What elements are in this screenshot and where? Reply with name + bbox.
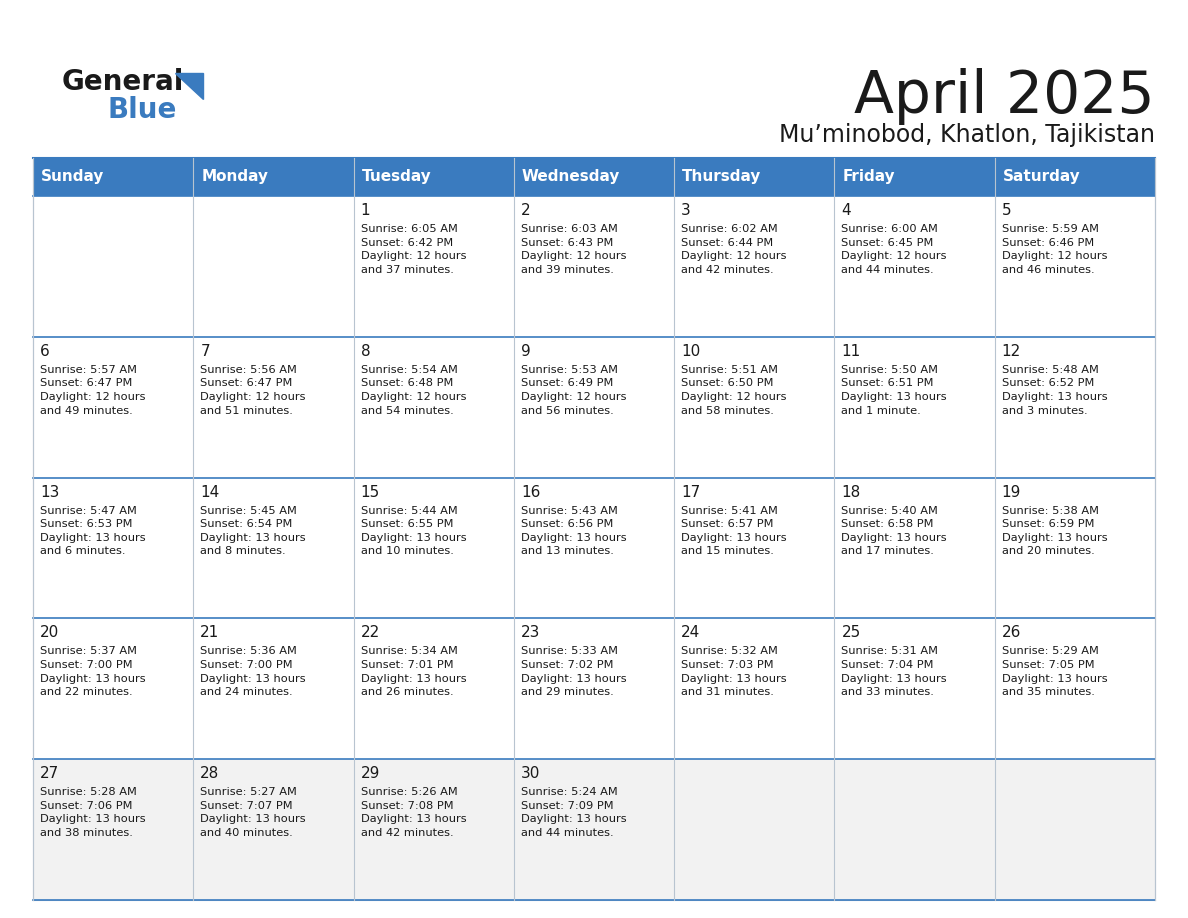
Text: 23: 23 (520, 625, 541, 641)
Text: Monday: Monday (201, 170, 268, 185)
Text: 22: 22 (361, 625, 380, 641)
Bar (994, 158, 1155, 196)
Text: Sunrise: 5:50 AM
Sunset: 6:51 PM
Daylight: 13 hours
and 1 minute.: Sunrise: 5:50 AM Sunset: 6:51 PM Dayligh… (841, 364, 947, 416)
Text: Sunrise: 6:02 AM
Sunset: 6:44 PM
Daylight: 12 hours
and 42 minutes.: Sunrise: 6:02 AM Sunset: 6:44 PM Dayligh… (681, 224, 786, 274)
Text: Mu’minobod, Khatlon, Tajikistan: Mu’minobod, Khatlon, Tajikistan (779, 123, 1155, 147)
Text: Sunrise: 5:26 AM
Sunset: 7:08 PM
Daylight: 13 hours
and 42 minutes.: Sunrise: 5:26 AM Sunset: 7:08 PM Dayligh… (361, 788, 466, 838)
Text: Sunrise: 5:27 AM
Sunset: 7:07 PM
Daylight: 13 hours
and 40 minutes.: Sunrise: 5:27 AM Sunset: 7:07 PM Dayligh… (201, 788, 307, 838)
Text: 2: 2 (520, 203, 531, 218)
Text: Sunrise: 5:29 AM
Sunset: 7:05 PM
Daylight: 13 hours
and 35 minutes.: Sunrise: 5:29 AM Sunset: 7:05 PM Dayligh… (1001, 646, 1107, 697)
Text: Sunrise: 5:45 AM
Sunset: 6:54 PM
Daylight: 13 hours
and 8 minutes.: Sunrise: 5:45 AM Sunset: 6:54 PM Dayligh… (201, 506, 307, 556)
Text: 15: 15 (361, 485, 380, 499)
Text: 27: 27 (40, 767, 59, 781)
Text: 9: 9 (520, 344, 531, 359)
Text: 3: 3 (681, 203, 691, 218)
Text: 5: 5 (1001, 203, 1011, 218)
Text: 26: 26 (1001, 625, 1022, 641)
Text: April 2025: April 2025 (854, 68, 1155, 125)
Text: Sunrise: 5:28 AM
Sunset: 7:06 PM
Daylight: 13 hours
and 38 minutes.: Sunrise: 5:28 AM Sunset: 7:06 PM Dayligh… (40, 788, 146, 838)
Text: 8: 8 (361, 344, 371, 359)
Text: Sunrise: 5:32 AM
Sunset: 7:03 PM
Daylight: 13 hours
and 31 minutes.: Sunrise: 5:32 AM Sunset: 7:03 PM Dayligh… (681, 646, 786, 697)
Bar (33, 477, 1155, 619)
Text: Sunrise: 5:47 AM
Sunset: 6:53 PM
Daylight: 13 hours
and 6 minutes.: Sunrise: 5:47 AM Sunset: 6:53 PM Dayligh… (40, 506, 146, 556)
Text: Sunrise: 5:40 AM
Sunset: 6:58 PM
Daylight: 13 hours
and 17 minutes.: Sunrise: 5:40 AM Sunset: 6:58 PM Dayligh… (841, 506, 947, 556)
Text: Friday: Friday (842, 170, 895, 185)
Text: Wednesday: Wednesday (522, 170, 620, 185)
Text: 11: 11 (841, 344, 860, 359)
Bar (33, 158, 194, 196)
Text: 19: 19 (1001, 485, 1022, 499)
Text: 17: 17 (681, 485, 701, 499)
Text: 16: 16 (520, 485, 541, 499)
Bar (33, 619, 1155, 759)
Text: Sunrise: 6:05 AM
Sunset: 6:42 PM
Daylight: 12 hours
and 37 minutes.: Sunrise: 6:05 AM Sunset: 6:42 PM Dayligh… (361, 224, 466, 274)
Text: Sunrise: 5:54 AM
Sunset: 6:48 PM
Daylight: 12 hours
and 54 minutes.: Sunrise: 5:54 AM Sunset: 6:48 PM Dayligh… (361, 364, 466, 416)
Bar (834, 158, 994, 196)
Bar (354, 158, 514, 196)
Text: Sunrise: 5:51 AM
Sunset: 6:50 PM
Daylight: 12 hours
and 58 minutes.: Sunrise: 5:51 AM Sunset: 6:50 PM Dayligh… (681, 364, 786, 416)
Text: 1: 1 (361, 203, 371, 218)
Text: 24: 24 (681, 625, 701, 641)
Text: Sunrise: 5:38 AM
Sunset: 6:59 PM
Daylight: 13 hours
and 20 minutes.: Sunrise: 5:38 AM Sunset: 6:59 PM Dayligh… (1001, 506, 1107, 556)
Bar (33, 196, 1155, 337)
Bar (194, 158, 354, 196)
Text: General: General (62, 68, 184, 96)
Bar (33, 759, 1155, 900)
Text: 25: 25 (841, 625, 860, 641)
Text: Sunrise: 5:41 AM
Sunset: 6:57 PM
Daylight: 13 hours
and 15 minutes.: Sunrise: 5:41 AM Sunset: 6:57 PM Dayligh… (681, 506, 786, 556)
Bar (514, 158, 674, 196)
Text: Tuesday: Tuesday (361, 170, 431, 185)
Bar (33, 337, 1155, 477)
Text: Sunrise: 5:48 AM
Sunset: 6:52 PM
Daylight: 13 hours
and 3 minutes.: Sunrise: 5:48 AM Sunset: 6:52 PM Dayligh… (1001, 364, 1107, 416)
Text: Sunrise: 5:33 AM
Sunset: 7:02 PM
Daylight: 13 hours
and 29 minutes.: Sunrise: 5:33 AM Sunset: 7:02 PM Dayligh… (520, 646, 626, 697)
Text: Sunrise: 5:53 AM
Sunset: 6:49 PM
Daylight: 12 hours
and 56 minutes.: Sunrise: 5:53 AM Sunset: 6:49 PM Dayligh… (520, 364, 626, 416)
Text: 18: 18 (841, 485, 860, 499)
Text: Thursday: Thursday (682, 170, 762, 185)
Text: Saturday: Saturday (1003, 170, 1080, 185)
Text: Sunrise: 5:59 AM
Sunset: 6:46 PM
Daylight: 12 hours
and 46 minutes.: Sunrise: 5:59 AM Sunset: 6:46 PM Dayligh… (1001, 224, 1107, 274)
Text: Sunrise: 5:44 AM
Sunset: 6:55 PM
Daylight: 13 hours
and 10 minutes.: Sunrise: 5:44 AM Sunset: 6:55 PM Dayligh… (361, 506, 466, 556)
Text: 21: 21 (201, 625, 220, 641)
Text: 10: 10 (681, 344, 701, 359)
Text: 6: 6 (40, 344, 50, 359)
Text: Sunrise: 5:43 AM
Sunset: 6:56 PM
Daylight: 13 hours
and 13 minutes.: Sunrise: 5:43 AM Sunset: 6:56 PM Dayligh… (520, 506, 626, 556)
Text: Sunrise: 5:56 AM
Sunset: 6:47 PM
Daylight: 12 hours
and 51 minutes.: Sunrise: 5:56 AM Sunset: 6:47 PM Dayligh… (201, 364, 305, 416)
Text: 28: 28 (201, 767, 220, 781)
Bar (674, 158, 834, 196)
Text: Sunrise: 6:00 AM
Sunset: 6:45 PM
Daylight: 12 hours
and 44 minutes.: Sunrise: 6:00 AM Sunset: 6:45 PM Dayligh… (841, 224, 947, 274)
Text: Sunrise: 5:37 AM
Sunset: 7:00 PM
Daylight: 13 hours
and 22 minutes.: Sunrise: 5:37 AM Sunset: 7:00 PM Dayligh… (40, 646, 146, 697)
Text: 20: 20 (40, 625, 59, 641)
Text: 29: 29 (361, 767, 380, 781)
Text: Blue: Blue (108, 96, 177, 124)
Text: Sunrise: 5:31 AM
Sunset: 7:04 PM
Daylight: 13 hours
and 33 minutes.: Sunrise: 5:31 AM Sunset: 7:04 PM Dayligh… (841, 646, 947, 697)
Text: Sunrise: 6:03 AM
Sunset: 6:43 PM
Daylight: 12 hours
and 39 minutes.: Sunrise: 6:03 AM Sunset: 6:43 PM Dayligh… (520, 224, 626, 274)
Text: Sunday: Sunday (42, 170, 105, 185)
Text: 13: 13 (40, 485, 59, 499)
Polygon shape (175, 73, 203, 99)
Text: Sunrise: 5:34 AM
Sunset: 7:01 PM
Daylight: 13 hours
and 26 minutes.: Sunrise: 5:34 AM Sunset: 7:01 PM Dayligh… (361, 646, 466, 697)
Text: Sunrise: 5:36 AM
Sunset: 7:00 PM
Daylight: 13 hours
and 24 minutes.: Sunrise: 5:36 AM Sunset: 7:00 PM Dayligh… (201, 646, 307, 697)
Text: 30: 30 (520, 767, 541, 781)
Text: 7: 7 (201, 344, 210, 359)
Text: Sunrise: 5:57 AM
Sunset: 6:47 PM
Daylight: 12 hours
and 49 minutes.: Sunrise: 5:57 AM Sunset: 6:47 PM Dayligh… (40, 364, 145, 416)
Text: 12: 12 (1001, 344, 1020, 359)
Text: Sunrise: 5:24 AM
Sunset: 7:09 PM
Daylight: 13 hours
and 44 minutes.: Sunrise: 5:24 AM Sunset: 7:09 PM Dayligh… (520, 788, 626, 838)
Text: 14: 14 (201, 485, 220, 499)
Text: 4: 4 (841, 203, 851, 218)
